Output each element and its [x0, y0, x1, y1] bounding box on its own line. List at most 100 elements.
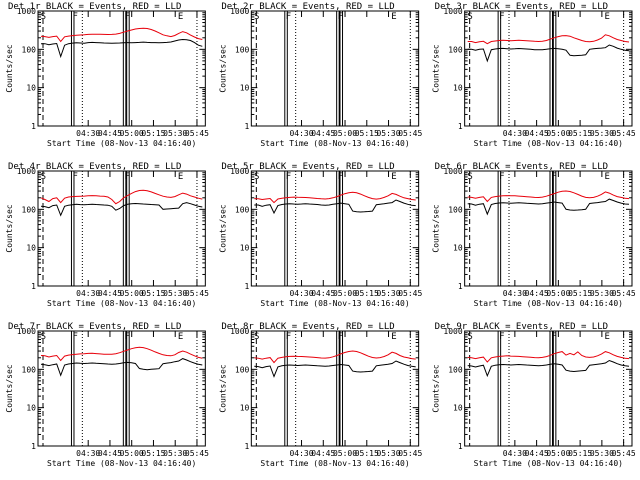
x-tick-label: 05:00	[120, 289, 144, 298]
x-axis-label: Start Time (08-Nov-13 04:16:40)	[474, 139, 623, 148]
detector-panel-9: Det 9r BLACK = Events, RED = LLD 1 10 100 10…	[432, 322, 636, 468]
marker-label: E	[605, 172, 610, 182]
detector-panel-6: Det 6r BLACK = Events, RED = LLD 1 10 100 10…	[432, 162, 636, 308]
x-tick-label: 05:00	[120, 129, 144, 138]
plot-frame	[37, 170, 206, 287]
x-tick-label: 05:00	[546, 289, 570, 298]
marker-label: S	[467, 172, 472, 182]
y-tick-label: 1000	[443, 167, 462, 176]
x-tick-label: 05:30	[163, 129, 187, 138]
y-axis-label: Counts/sec	[218, 44, 227, 92]
marker-label: F	[499, 12, 504, 22]
x-axis-label: Start Time (08-Nov-13 04:16:40)	[47, 459, 196, 468]
detector-panel-8: Det 8r BLACK = Events, RED = LLD 1 10 100 10…	[218, 322, 422, 468]
x-tick-label: 05:45	[185, 129, 209, 138]
y-tick-label: 10	[26, 404, 36, 413]
x-tick-label: 05:00	[120, 449, 144, 458]
x-tick-label: 05:30	[590, 449, 614, 458]
x-axis-label: Start Time (08-Nov-13 04:16:40)	[474, 299, 623, 308]
x-tick-label: 05:00	[333, 129, 357, 138]
y-tick-label: 100	[235, 205, 250, 214]
y-tick-label: 100	[22, 365, 37, 374]
x-tick-label: 04:30	[503, 449, 527, 458]
y-tick-label: 1000	[230, 7, 249, 16]
marker-label: F	[124, 332, 129, 342]
y-tick-label: 1	[31, 442, 36, 451]
x-tick-label: 05:00	[546, 449, 570, 458]
detector-panel-5: Det 5r BLACK = Events, RED = LLD 1 10 100 10…	[218, 162, 422, 308]
x-tick-label: 04:30	[503, 129, 527, 138]
plot-frame	[464, 330, 633, 447]
x-axis-label: Start Time (08-Nov-13 04:16:40)	[260, 459, 409, 468]
series-line-events	[40, 358, 203, 377]
marker-label: S	[41, 172, 46, 182]
x-tick-label: 05:15	[355, 129, 379, 138]
x-tick-label: 04:30	[503, 289, 527, 298]
marker-label: S	[41, 332, 46, 342]
plot-frame	[37, 10, 206, 127]
panel-title: Det 7r BLACK = Events, RED = LLD	[8, 322, 181, 332]
y-axis-label: Counts/sec	[5, 364, 14, 412]
x-tick-label: 05:00	[333, 449, 357, 458]
marker-label: S	[254, 12, 259, 22]
series-line-lld	[467, 351, 630, 363]
x-tick-label: 04:30	[76, 289, 100, 298]
x-tick-label: 04:45	[98, 289, 122, 298]
plot-frame	[37, 330, 206, 447]
marker-label: F	[286, 12, 291, 22]
y-axis-label: Counts/sec	[432, 44, 441, 92]
x-tick-label: 05:15	[355, 449, 379, 458]
y-tick-label: 1000	[230, 167, 249, 176]
series-line-events	[40, 202, 203, 217]
y-tick-label: 100	[235, 365, 250, 374]
x-tick-label: 05:30	[376, 289, 400, 298]
x-tick-label: 04:45	[98, 129, 122, 138]
detector-panel-1: Det 1r BLACK = Events, RED = LLD 1 10 100 10…	[5, 2, 209, 148]
y-tick-label: 100	[448, 45, 463, 54]
x-tick-label: 05:30	[376, 129, 400, 138]
y-tick-label: 1	[31, 282, 36, 291]
marker-label: F	[551, 12, 556, 22]
marker-label: F	[338, 332, 343, 342]
detector-panel-2: Det 2r BLACK = Events, RED = LLD 1 10 100 10…	[218, 2, 422, 148]
panel-title: Det 5r BLACK = Events, RED = LLD	[221, 162, 394, 172]
x-tick-label: 05:15	[568, 129, 592, 138]
marker-label: E	[178, 12, 183, 22]
marker-label: F	[551, 172, 556, 182]
detector-panel-3: Det 3r BLACK = Events, RED = LLD 1 10 100 10…	[432, 2, 636, 148]
x-tick-label: 05:30	[163, 449, 187, 458]
x-axis-label: Start Time (08-Nov-13 04:16:40)	[260, 139, 409, 148]
plot-frame	[464, 10, 633, 127]
x-axis-label: Start Time (08-Nov-13 04:16:40)	[47, 139, 196, 148]
x-tick-label: 04:45	[311, 449, 335, 458]
x-tick-label: 04:30	[76, 129, 100, 138]
plot-frame	[464, 170, 633, 287]
series-line-events	[254, 360, 416, 378]
x-axis-label: Start Time (08-Nov-13 04:16:40)	[47, 299, 196, 308]
y-tick-label: 1	[458, 442, 463, 451]
y-tick-label: 100	[448, 365, 463, 374]
marker-label: E	[391, 12, 396, 22]
x-tick-label: 04:45	[311, 129, 335, 138]
x-tick-label: 05:45	[398, 289, 422, 298]
panel-title: Det 8r BLACK = Events, RED = LLD	[221, 322, 394, 332]
y-tick-label: 100	[22, 45, 37, 54]
x-tick-label: 04:45	[525, 289, 549, 298]
x-tick-label: 05:45	[185, 449, 209, 458]
x-tick-label: 04:30	[76, 449, 100, 458]
series-line-lld	[254, 191, 416, 204]
x-tick-label: 05:30	[163, 289, 187, 298]
marker-label: S	[467, 12, 472, 22]
x-tick-label: 05:30	[376, 449, 400, 458]
y-tick-label: 10	[26, 84, 36, 93]
y-tick-label: 10	[26, 244, 36, 253]
marker-label: E	[391, 332, 396, 342]
y-axis-label: Counts/sec	[5, 204, 14, 252]
y-tick-label: 1000	[443, 327, 462, 336]
x-tick-label: 05:30	[590, 129, 614, 138]
x-axis-label: Start Time (08-Nov-13 04:16:40)	[474, 459, 623, 468]
y-tick-label: 10	[453, 244, 463, 253]
marker-label: F	[499, 332, 504, 342]
marker-label: E	[605, 12, 610, 22]
